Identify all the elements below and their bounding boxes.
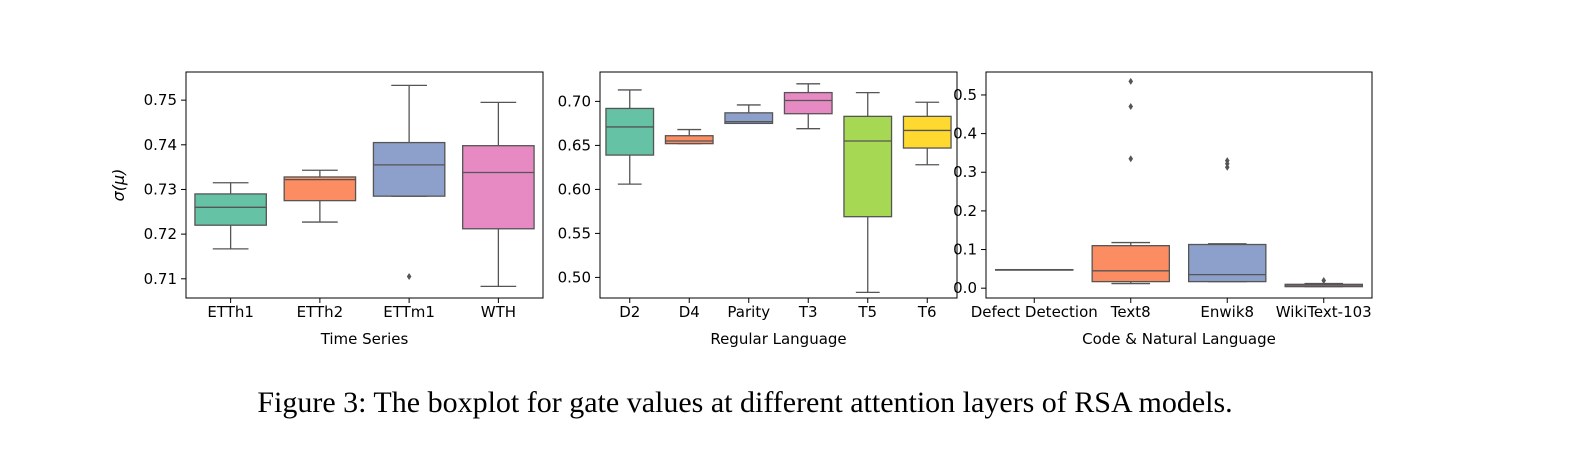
box-iqr (902, 115, 952, 149)
x-tick-label: D2 (619, 303, 640, 321)
box-etth1 (194, 182, 267, 250)
x-axis-label: Time Series (320, 330, 409, 348)
x-axis-label: Regular Language (710, 330, 846, 348)
box-iqr (724, 112, 774, 125)
box-iqr (194, 193, 267, 226)
box-t6 (902, 101, 952, 166)
box-iqr (1091, 245, 1171, 283)
outlier-point (406, 273, 412, 281)
x-axis-label: Code & Natural Language (1082, 330, 1276, 348)
x-tick-label: D4 (679, 303, 700, 321)
x-tick-label: ETTm1 (383, 303, 435, 321)
box-iqr (783, 91, 833, 115)
axes-frame (185, 71, 544, 299)
outlier-point (1128, 77, 1134, 85)
box-text8 (1091, 77, 1171, 285)
outlier-point (1128, 103, 1134, 111)
outlier-point (1321, 276, 1327, 284)
x-tick-label: Enwik8 (1200, 303, 1254, 321)
y-tick-label: 0.5 (953, 86, 977, 104)
y-tick-label: 0.0 (953, 279, 977, 297)
outlier-point (1128, 155, 1134, 163)
y-tick-label: 0.3 (953, 163, 977, 181)
axes-frame (599, 71, 958, 299)
box-d4 (664, 128, 714, 145)
outlier-point (1224, 157, 1230, 165)
chart-panel-3: 0.0 0.1 0.2 0.3 0.4 0.5 Defect Detection Text8 E… (953, 71, 1373, 348)
y-tick-label: 0.73 (144, 180, 177, 198)
figure-caption: Figure 3: The boxplot for gate values at… (257, 386, 1233, 419)
box-t5 (843, 91, 893, 294)
y-tick-label: 0.4 (953, 125, 977, 143)
x-tick-label: ETTh1 (207, 303, 254, 321)
box-d2 (605, 89, 655, 185)
box-iqr (605, 107, 655, 156)
x-tick-label: WTH (481, 303, 516, 321)
box-iqr (843, 115, 893, 218)
x-tick-label: T5 (857, 303, 877, 321)
x-tick-label: WikiText-103 (1276, 303, 1372, 321)
y-tick-label: 0.71 (144, 270, 177, 288)
box-iqr (372, 141, 446, 197)
box-enwik8 (1188, 157, 1267, 283)
y-tick-label: 0.65 (558, 136, 591, 154)
x-tick-label: T3 (798, 303, 818, 321)
y-tick-label: 0.1 (953, 241, 977, 259)
y-tick-label: 0.50 (558, 268, 591, 286)
x-tick-label: Defect Detection (971, 303, 1098, 321)
box-wikitext-103 (1284, 276, 1364, 288)
box-iqr (462, 145, 535, 230)
x-tick-label: Parity (727, 303, 770, 321)
y-tick-label: 0.74 (144, 136, 177, 154)
box-iqr (1188, 243, 1267, 283)
axes-frame (985, 71, 1373, 299)
box-defect-detection (995, 268, 1074, 271)
y-tick-label: 0.72 (144, 225, 177, 243)
x-tick-label: T6 (917, 303, 937, 321)
y-tick-label: 0.60 (558, 180, 591, 198)
box-t3 (783, 83, 833, 130)
box-etth2 (283, 169, 357, 223)
x-tick-label: Text8 (1110, 303, 1151, 321)
x-tick-label: ETTh2 (297, 303, 344, 321)
y-tick-label: 0.2 (953, 202, 977, 220)
box-iqr (283, 176, 357, 202)
box-iqr (664, 135, 714, 145)
box-ettm1 (372, 84, 446, 281)
y-axis-label: σ(μ) (109, 169, 128, 202)
y-tick-label: 0.70 (558, 92, 591, 110)
y-tick-label: 0.75 (144, 91, 177, 109)
chart-panel-2: 0.50 0.55 0.60 0.65 0.70 D2 D4 Parity T3 T5 T6 Regu… (558, 71, 958, 348)
y-tick-label: 0.55 (558, 224, 591, 242)
box-wth (462, 101, 535, 288)
box-parity (724, 104, 774, 125)
chart-panel-1: 0.71 0.72 0.73 0.74 0.75 ETTh1 ETTh2 ETTm1 WTH Ti… (109, 71, 544, 348)
